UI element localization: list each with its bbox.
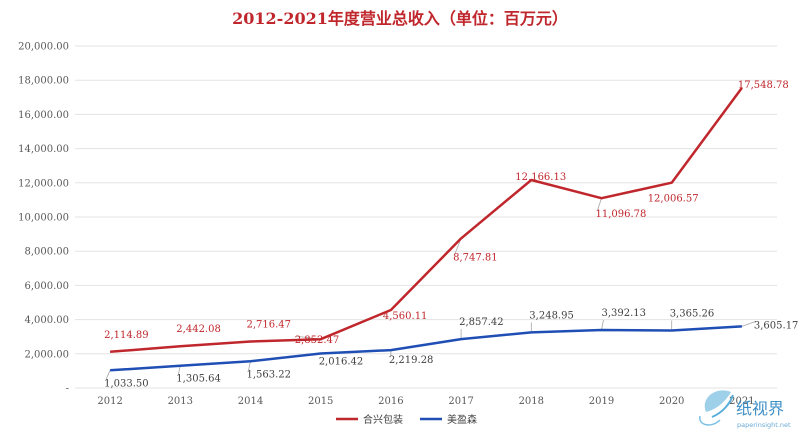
label-leader-line (105, 370, 111, 380)
data-label: 1,305.64 (176, 374, 221, 385)
data-label: 4,560.11 (383, 311, 428, 322)
watermark: 纸视界 paperinsight.net (699, 390, 791, 429)
label-leader-line (248, 361, 251, 371)
data-label: 1,033.50 (104, 378, 149, 389)
label-leader-line (177, 365, 181, 375)
data-label: 12,006.57 (648, 194, 699, 205)
y-tick-label: 8,000.00 (24, 247, 69, 258)
x-tick-label: 2015 (308, 396, 333, 407)
legend-item-1: 合兴包装 (336, 413, 403, 426)
data-label: 12,166.13 (515, 172, 566, 183)
y-axis: - 2,000.00 4,000.00 6,000.00 8,000.00 10,000.… (18, 42, 69, 395)
series-line-1 (110, 87, 743, 354)
series-line-2 (110, 325, 742, 372)
data-label: 11,096.78 (596, 209, 647, 220)
legend: 合兴包装 美盈森 (336, 413, 477, 426)
y-tick-label: 16,000.00 (18, 110, 69, 121)
data-label: 2,857.42 (459, 317, 504, 328)
data-label: 3,605.17 (754, 320, 799, 331)
series-lines (110, 87, 743, 372)
legend-label: 美盈森 (447, 413, 477, 426)
y-tick-label: 12,000.00 (18, 178, 69, 189)
data-label: 17,548.78 (738, 80, 789, 91)
y-tick-label: 2,000.00 (24, 349, 69, 360)
label-leader-line (597, 198, 602, 211)
y-tick-label: 10,000.00 (18, 213, 69, 224)
y-tick-label: - (66, 384, 69, 395)
data-label: 1,563.22 (247, 369, 292, 380)
data-label: 3,248.95 (529, 310, 574, 321)
x-tick-label: 2017 (448, 396, 473, 407)
legend-label: 合兴包装 (363, 413, 403, 426)
x-tick-label: 2012 (97, 396, 122, 407)
data-label: 8,747.81 (453, 252, 498, 263)
y-tick-label: 18,000.00 (18, 76, 69, 87)
chart-title: 2012-2021年度营业总收入（单位：百万元） (232, 9, 568, 28)
label-leader-line (741, 320, 757, 327)
y-tick-label: 4,000.00 (24, 315, 69, 326)
y-tick-label: 14,000.00 (18, 144, 69, 155)
data-label: 3,392.13 (602, 308, 647, 319)
data-label: 2,852.47 (295, 335, 340, 346)
label-leader-lines (105, 198, 757, 380)
data-label: 2,219.28 (389, 355, 434, 366)
data-label: 2,716.47 (247, 320, 292, 331)
x-tick-label: 2018 (519, 396, 544, 407)
data-label: 2,114.89 (104, 330, 149, 341)
data-label: 2,442.08 (176, 324, 221, 335)
x-axis: 2012 2013 2014 2015 2016 2017 2018 2019 2020 2021 (97, 396, 754, 407)
y-tick-label: 6,000.00 (24, 281, 69, 292)
y-tick-label: 20,000.00 (18, 42, 69, 53)
gridlines (75, 45, 777, 389)
legend-item-2: 美盈森 (420, 413, 477, 426)
watermark-text: 纸视界 (736, 399, 784, 418)
watermark-url: paperinsight.net (737, 421, 791, 429)
data-label: 3,365.26 (670, 308, 715, 319)
x-tick-label: 2013 (168, 396, 193, 407)
x-tick-label: 2016 (378, 396, 403, 407)
x-tick-label: 2019 (589, 396, 614, 407)
watermark-logo-icon (699, 390, 734, 426)
x-tick-label: 2014 (238, 396, 263, 407)
x-tick-label: 2021 (729, 396, 754, 407)
label-leader-line (601, 319, 604, 331)
data-label: 2,016.42 (319, 357, 364, 368)
data-labels: 2,114.89 2,442.08 2,716.472,852.47 4,560.11… (104, 80, 798, 389)
x-tick-label: 2020 (659, 396, 684, 407)
